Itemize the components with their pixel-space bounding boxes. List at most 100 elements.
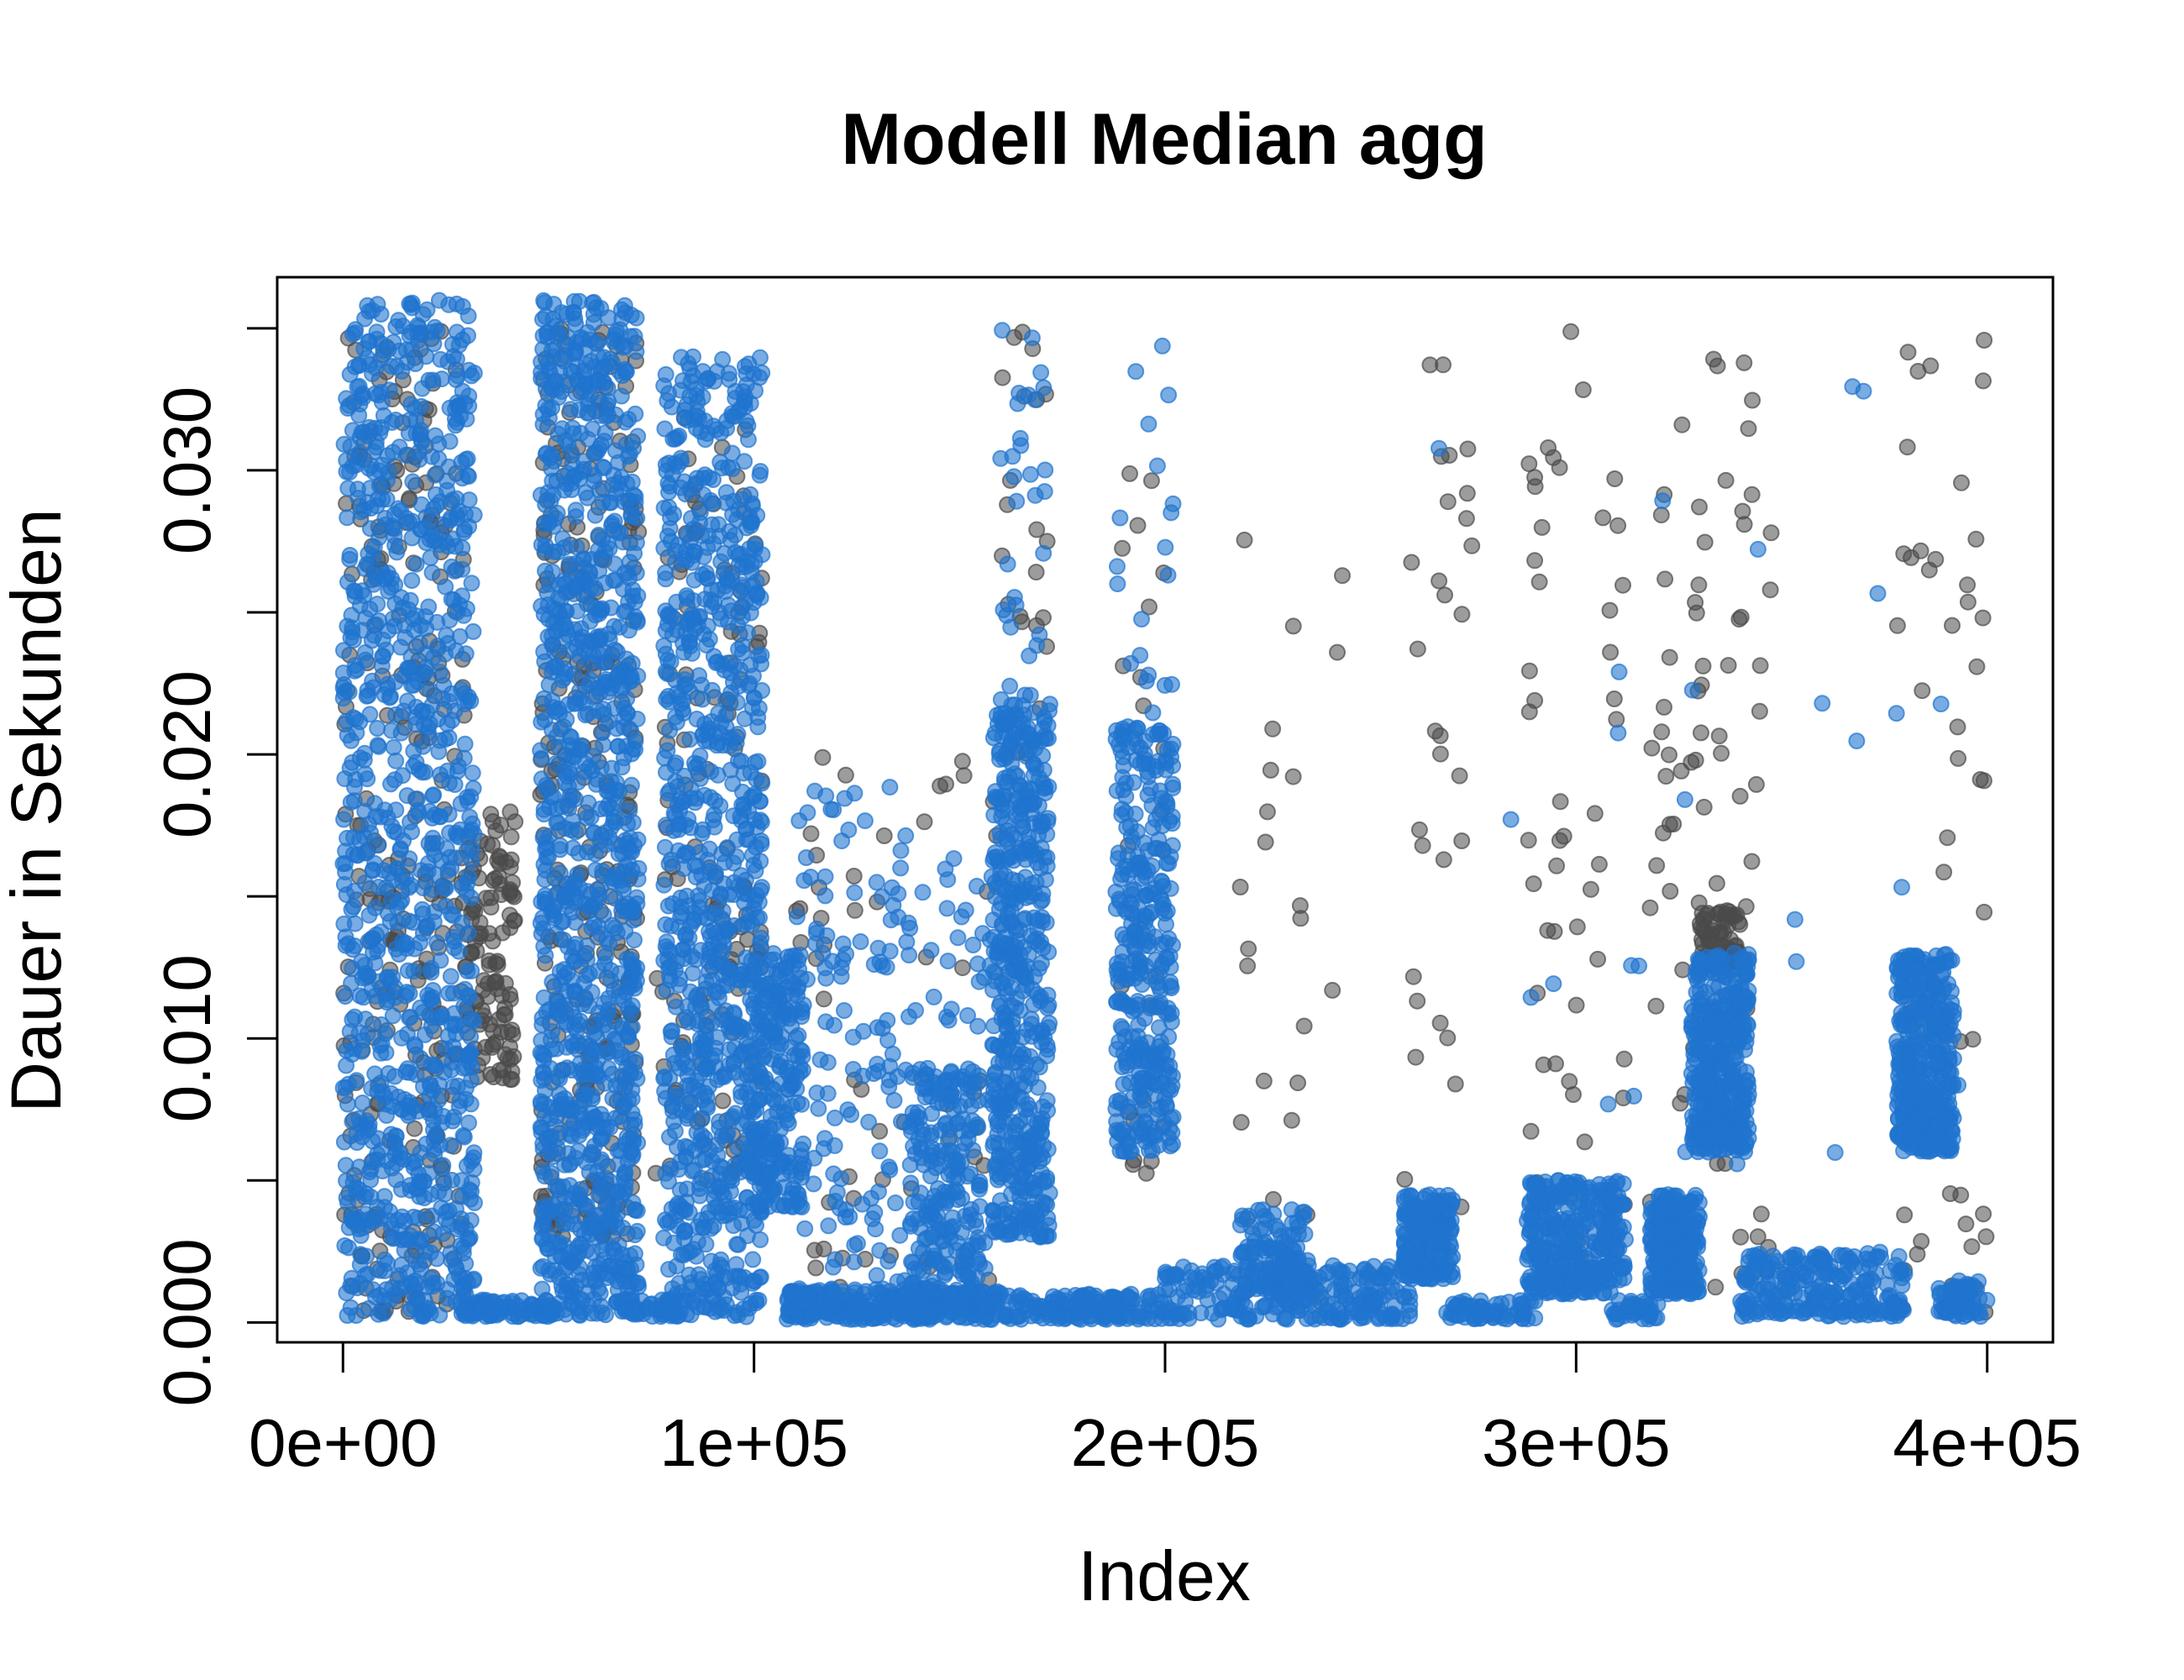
data-point [1953, 474, 1970, 491]
data-point [660, 1173, 677, 1190]
data-point [567, 790, 584, 808]
data-point [837, 1201, 855, 1219]
data-point [556, 660, 574, 677]
data-point [453, 454, 470, 471]
data-point [752, 463, 769, 480]
data-point [1520, 703, 1538, 721]
data-point [953, 959, 971, 977]
data-point [687, 999, 704, 1016]
data-point [618, 704, 636, 722]
data-point [454, 470, 471, 487]
data-point [1896, 1206, 1914, 1224]
data-point [451, 627, 469, 645]
data-point [836, 1002, 853, 1019]
data-point [417, 917, 434, 935]
data-point [1324, 981, 1341, 999]
data-point [655, 876, 673, 894]
data-point [399, 692, 417, 710]
data-point [335, 676, 353, 693]
data-point [1540, 439, 1557, 456]
data-point [837, 945, 855, 963]
data-point [462, 1211, 480, 1229]
data-point [729, 726, 747, 743]
data-point [369, 737, 386, 754]
data-point [1396, 1171, 1414, 1188]
data-point [403, 823, 421, 841]
data-point [751, 369, 769, 386]
data-point [459, 1047, 476, 1064]
data-point [672, 1102, 690, 1119]
data-point [659, 475, 677, 492]
data-point [578, 809, 596, 827]
data-point [1643, 739, 1661, 757]
data-point [447, 401, 465, 417]
data-point [375, 1292, 393, 1310]
data-point [394, 767, 412, 785]
data-point [553, 304, 570, 322]
data-point [598, 782, 616, 800]
data-point [413, 900, 431, 918]
data-point [882, 911, 900, 929]
data-point [422, 1075, 439, 1093]
data-point [387, 752, 405, 769]
data-point [714, 1092, 732, 1110]
data-point [417, 348, 435, 365]
data-point [705, 1178, 722, 1194]
data-point [1589, 950, 1607, 968]
data-point [906, 1303, 924, 1320]
data-point [612, 469, 630, 486]
data-point [404, 473, 422, 491]
data-point [657, 916, 675, 933]
data-point [790, 1026, 807, 1044]
data-point [593, 1241, 611, 1258]
data-point [554, 1215, 572, 1233]
data-point [540, 575, 558, 593]
data-point [626, 544, 643, 562]
data-point [557, 1284, 575, 1302]
data-point [660, 1261, 677, 1278]
data-point [694, 690, 711, 708]
data-point [1695, 798, 1713, 816]
data-point [334, 855, 352, 873]
data-point [484, 837, 501, 854]
data-point [1284, 617, 1302, 635]
data-point [795, 996, 812, 1014]
data-point [1653, 723, 1671, 741]
data-point [507, 813, 524, 831]
data-point [1121, 465, 1138, 482]
data-point [1522, 1122, 1540, 1140]
data-point [412, 1261, 430, 1278]
data-point [349, 480, 366, 498]
data-point [670, 428, 688, 444]
data-point [455, 1302, 473, 1320]
data-point [1283, 1111, 1300, 1129]
data-point [1656, 570, 1674, 588]
data-point [480, 1299, 497, 1316]
data-point [1551, 793, 1569, 811]
data-point [939, 953, 957, 970]
data-point [460, 988, 478, 1005]
data-point [940, 1011, 958, 1029]
data-point [574, 628, 591, 646]
data-point [1661, 816, 1678, 833]
data-point [665, 506, 683, 523]
data-point [867, 1221, 885, 1238]
data-point [680, 929, 698, 947]
data-point [955, 767, 973, 785]
data-point [1530, 573, 1548, 591]
data-point [670, 976, 688, 994]
data-point [622, 506, 640, 523]
data-point [423, 564, 441, 581]
data-point [789, 1094, 806, 1111]
data-point [1258, 803, 1276, 821]
data-point [434, 1157, 452, 1174]
data-point [974, 925, 991, 942]
data-point [543, 1302, 560, 1320]
data-point [450, 828, 468, 846]
data-point [1439, 1029, 1457, 1047]
data-point [437, 897, 454, 915]
data-point [1520, 832, 1537, 849]
data-point [417, 1135, 435, 1152]
data-point [1236, 531, 1253, 549]
data-point [428, 497, 446, 514]
